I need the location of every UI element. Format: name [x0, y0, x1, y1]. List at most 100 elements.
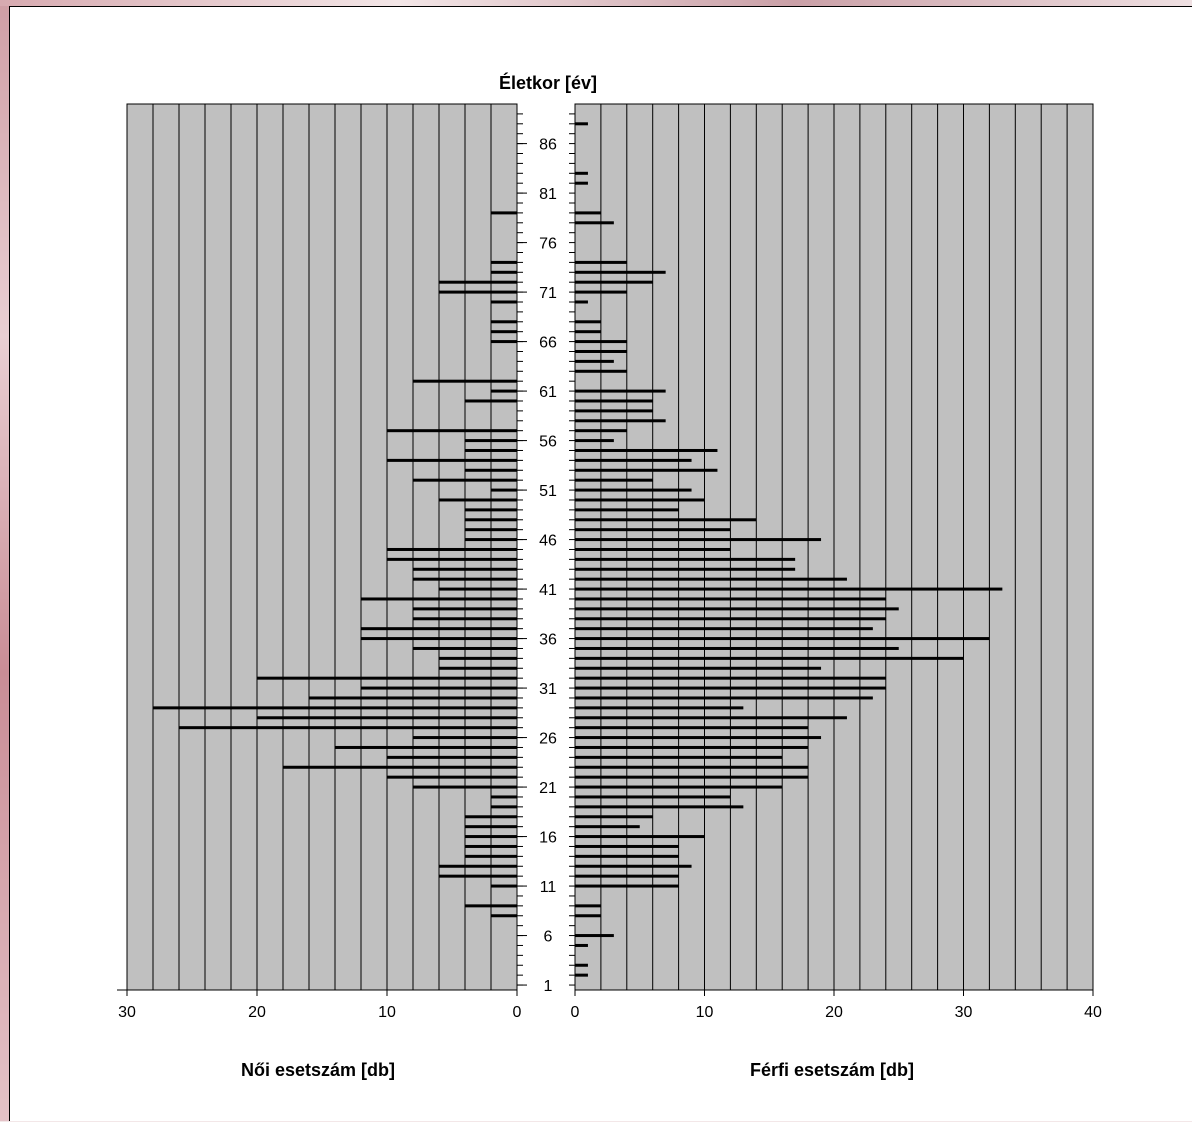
- right-bar: [575, 815, 653, 819]
- right-bar: [575, 389, 666, 393]
- right-bar: [575, 785, 783, 789]
- right-bar: [575, 280, 653, 284]
- left-bar: [413, 646, 517, 650]
- right-bar: [575, 617, 886, 621]
- left-x-tick-label: 20: [248, 1004, 266, 1021]
- left-bar: [361, 686, 517, 690]
- right-bar: [575, 340, 627, 344]
- left-bar: [491, 884, 517, 888]
- left-bar: [465, 468, 517, 472]
- age-tick-label: 6: [544, 929, 553, 946]
- right-bar: [575, 884, 679, 888]
- left-bar: [439, 666, 517, 670]
- left-bar: [387, 547, 517, 551]
- right-x-tick-label: 0: [571, 1004, 580, 1021]
- left-bar: [465, 815, 517, 819]
- right-bar: [575, 736, 822, 740]
- left-bar: [387, 775, 517, 779]
- left-bar: [491, 300, 517, 304]
- right-bar: [575, 439, 614, 443]
- left-bar: [465, 825, 517, 829]
- left-bar: [491, 211, 517, 215]
- background-decoration-left: [0, 0, 10, 1121]
- right-bar: [575, 518, 757, 522]
- left-bar: [491, 260, 517, 264]
- left-x-tick-label: 0: [513, 1004, 522, 1021]
- right-x-tick-label: 10: [696, 1004, 714, 1021]
- left-bar: [465, 854, 517, 858]
- age-label-bg: [525, 184, 567, 203]
- left-bar: [439, 587, 517, 591]
- left-bar: [465, 439, 517, 443]
- left-bar: [413, 617, 517, 621]
- left-x-tick-label: 10: [378, 1004, 396, 1021]
- left-bar: [283, 765, 517, 769]
- left-bar: [413, 785, 517, 789]
- left-plot-area: [126, 103, 518, 991]
- left-bar: [387, 557, 517, 561]
- left-bar: [491, 340, 517, 344]
- age-tick-label: 61: [539, 384, 557, 401]
- right-bar: [575, 508, 679, 512]
- right-bar: [575, 825, 640, 829]
- left-bar: [491, 320, 517, 324]
- right-bar: [575, 488, 692, 492]
- right-bar: [575, 577, 847, 581]
- left-bar: [439, 290, 517, 294]
- right-bar: [575, 567, 796, 571]
- left-bar: [465, 538, 517, 542]
- left-bar: [439, 874, 517, 878]
- left-bar: [439, 656, 517, 660]
- age-label-bg: [525, 877, 567, 896]
- right-bar: [575, 547, 731, 551]
- right-bar: [575, 646, 899, 650]
- left-axis-label: Női esetszám [db]: [241, 1060, 395, 1080]
- age-label-bg: [525, 580, 567, 599]
- age-tick-label: 11: [540, 879, 557, 896]
- right-bar: [575, 627, 873, 631]
- right-bar: [575, 478, 653, 482]
- left-bar: [491, 330, 517, 334]
- left-bar: [413, 736, 517, 740]
- population-pyramid-chart: 30 20 10 0 0 10 20 30 40 1611162126313641465156…: [117, 72, 1102, 1080]
- right-bar: [575, 904, 601, 908]
- left-bar: [361, 627, 517, 631]
- right-x-tick-label: 40: [1084, 1004, 1102, 1021]
- right-bar: [575, 211, 601, 215]
- right-bar: [575, 498, 705, 502]
- right-axis-label: Férfi esetszám [db]: [750, 1060, 914, 1080]
- left-panel-female: 30 20 10 0: [117, 103, 522, 1021]
- right-bar: [575, 409, 653, 413]
- age-tick-label: 21: [539, 780, 557, 797]
- age-tick-label: 51: [539, 483, 557, 500]
- right-bar: [575, 934, 614, 938]
- left-bar: [439, 864, 517, 868]
- age-label-bg: [525, 332, 567, 351]
- left-bar: [335, 745, 517, 749]
- right-bar: [575, 755, 783, 759]
- left-bar: [491, 914, 517, 918]
- age-label-bg: [525, 481, 567, 500]
- chart-title: Életkor [év]: [499, 72, 597, 93]
- right-bar: [575, 835, 705, 839]
- age-label-bg: [525, 827, 567, 846]
- left-bar: [361, 597, 517, 601]
- left-bar: [465, 835, 517, 839]
- right-bar: [575, 260, 627, 264]
- age-tick-label: 66: [539, 335, 557, 352]
- right-bar: [575, 320, 601, 324]
- right-bar: [575, 914, 601, 918]
- left-x-tick-label: 30: [118, 1004, 136, 1021]
- left-bar: [153, 706, 517, 710]
- age-tick-label: 56: [539, 434, 557, 451]
- right-bar: [575, 844, 679, 848]
- right-bar: [575, 973, 588, 977]
- left-bar: [465, 904, 517, 908]
- left-bar: [465, 518, 517, 522]
- left-bar: [465, 399, 517, 403]
- age-label-bg: [525, 530, 567, 549]
- right-bar: [575, 686, 886, 690]
- right-bar: [575, 359, 614, 363]
- left-bar: [413, 577, 517, 581]
